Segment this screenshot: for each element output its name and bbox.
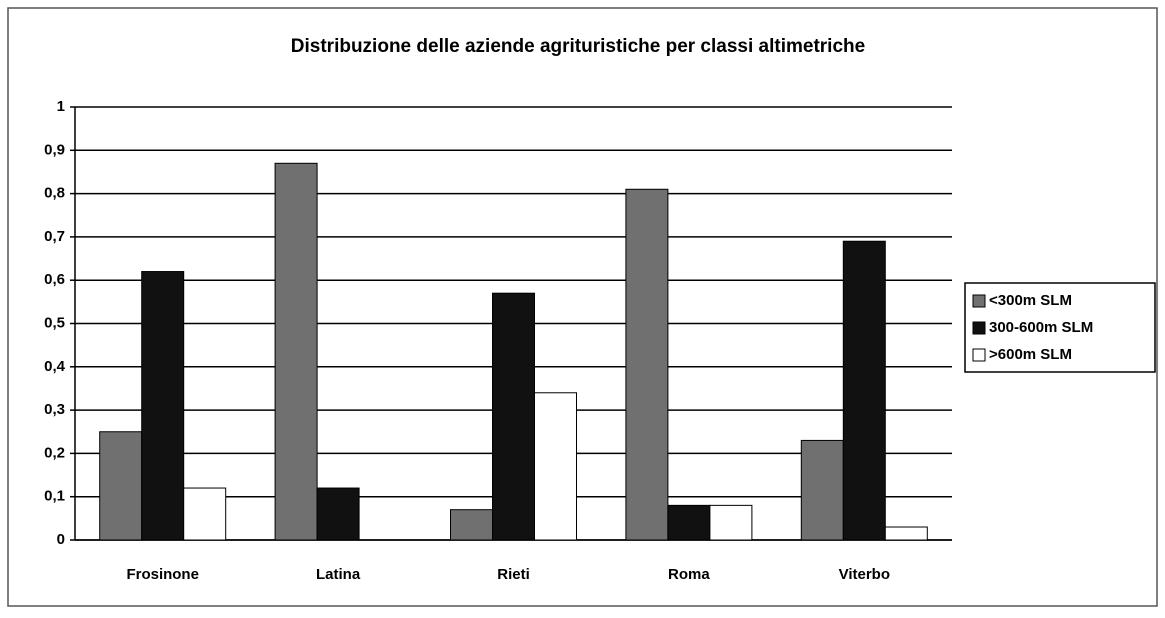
legend-label: 300-600m SLM	[989, 319, 1093, 336]
bar	[99, 431, 143, 541]
x-tick-label: Rieti	[497, 566, 530, 583]
x-tick-label: Frosinone	[126, 566, 199, 583]
bar	[316, 487, 360, 541]
bar	[884, 526, 928, 541]
y-tick-label: 0,7	[44, 228, 65, 245]
y-tick-label: 1	[57, 98, 65, 115]
y-tick-label: 0,3	[44, 401, 65, 418]
y-tick-label: 0,8	[44, 185, 65, 202]
legend-swatch	[972, 294, 986, 308]
chart-title: Distribuzione delle aziende agrituristic…	[291, 36, 865, 57]
bar	[274, 162, 318, 541]
bar	[667, 504, 711, 541]
y-tick-label: 0,1	[44, 488, 65, 505]
x-tick-label: Latina	[316, 566, 361, 583]
x-tick-label: Viterbo	[839, 566, 890, 583]
y-tick-label: 0,6	[44, 271, 65, 288]
bar	[492, 292, 535, 541]
y-tick-label: 0,9	[44, 141, 65, 158]
bar	[625, 188, 669, 541]
bar	[141, 271, 185, 541]
y-tick-label: 0,4	[44, 358, 66, 375]
legend-swatch	[972, 348, 986, 362]
bar	[842, 240, 886, 541]
bar	[183, 487, 227, 541]
bar	[450, 509, 493, 541]
bar	[709, 504, 753, 541]
y-tick-label: 0,2	[44, 444, 65, 461]
bar	[800, 439, 844, 541]
y-tick-label: 0,5	[44, 314, 65, 331]
x-tick-label: Roma	[668, 566, 710, 583]
legend-label: <300m SLM	[989, 292, 1072, 309]
bar	[534, 392, 577, 541]
legend-swatch	[972, 321, 986, 335]
y-tick-label: 0	[57, 531, 65, 548]
legend	[964, 282, 1156, 373]
legend-label: >600m SLM	[989, 346, 1072, 363]
